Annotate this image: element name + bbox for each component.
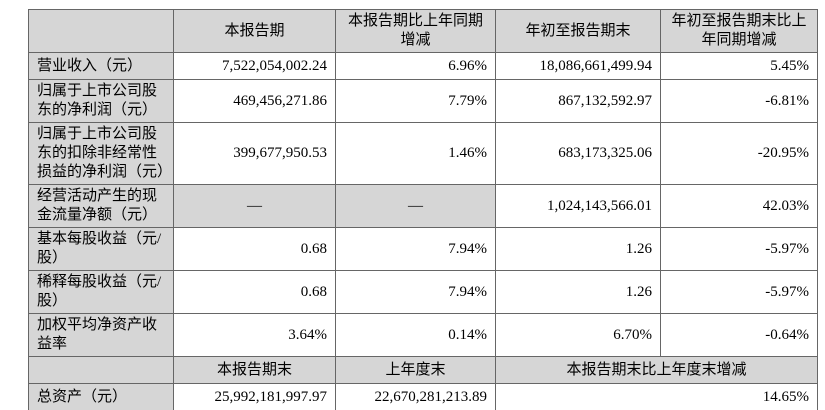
value-yoy-change: 1.46%: [335, 122, 496, 185]
table-header-row-period: 本报告期 本报告期比上年同期增减 年初至报告期末 年初至报告期末比上年同期增减: [28, 9, 818, 53]
metric-label: 归属于上市公司股东的扣除非经常性损益的净利润（元）: [28, 122, 174, 185]
metric-label: 稀释每股收益（元/股）: [28, 270, 174, 314]
metric-label: 经营活动产生的现金流量净额（元）: [28, 184, 174, 228]
value-ytd-yoy-change: 42.03%: [660, 184, 818, 228]
value-yoy-change-dash: —: [335, 184, 496, 228]
table-row-diluted-eps: 稀释每股收益（元/股） 0.68 7.94% 1.26 -5.97%: [28, 270, 818, 314]
metric-label: 归属于上市公司股东的净利润（元）: [28, 79, 174, 123]
header2-period-end-change: 本报告期末比上年度末增减: [495, 356, 818, 384]
value-prev-year-end: 22,670,281,213.89: [335, 383, 496, 410]
value-yoy-change: 0.14%: [335, 313, 496, 357]
value-ytd: 683,173,325.06: [495, 122, 661, 185]
value-ytd: 867,132,592.97: [495, 79, 661, 123]
header-current-period-yoy-change: 本报告期比上年同期增减: [335, 9, 496, 53]
table-row-total-assets: 总资产（元） 25,992,181,997.97 22,670,281,213.…: [28, 383, 818, 410]
table-row-basic-eps: 基本每股收益（元/股） 0.68 7.94% 1.26 -5.97%: [28, 227, 818, 271]
header2-prev-year-end: 上年度末: [335, 356, 496, 384]
table-row-operating-cash-flow: 经营活动产生的现金流量净额（元） — — 1,024,143,566.01 42…: [28, 184, 818, 228]
value-ytd-yoy-change: -5.97%: [660, 270, 818, 314]
value-ytd-yoy-change: -20.95%: [660, 122, 818, 185]
value-yoy-change: 7.79%: [335, 79, 496, 123]
value-ytd: 1,024,143,566.01: [495, 184, 661, 228]
header-blank-cell: [28, 9, 174, 53]
value-current-period: 0.68: [173, 270, 336, 314]
value-current-period: 469,456,271.86: [173, 79, 336, 123]
table-row-weighted-avg-roe: 加权平均净资产收益率 3.64% 0.14% 6.70% -0.64%: [28, 313, 818, 357]
value-current-period: 0.68: [173, 227, 336, 271]
value-ytd: 1.26: [495, 270, 661, 314]
header2-blank-cell: [28, 356, 174, 384]
table-header-row-period-end: 本报告期末 上年度末 本报告期末比上年度末增减: [28, 356, 818, 384]
value-current-period: 7,522,054,002.24: [173, 52, 336, 80]
metric-label: 总资产（元）: [28, 383, 174, 410]
header-current-period: 本报告期: [173, 9, 336, 53]
value-ytd-yoy-change: 5.45%: [660, 52, 818, 80]
value-yoy-change: 7.94%: [335, 270, 496, 314]
value-ytd: 1.26: [495, 227, 661, 271]
table-row-net-profit-excl-nonrecurring: 归属于上市公司股东的扣除非经常性损益的净利润（元） 399,677,950.53…: [28, 122, 818, 185]
value-ytd-yoy-change: -5.97%: [660, 227, 818, 271]
table-row-net-profit: 归属于上市公司股东的净利润（元） 469,456,271.86 7.79% 86…: [28, 79, 818, 123]
value-ytd: 6.70%: [495, 313, 661, 357]
value-current-period: 3.64%: [173, 313, 336, 357]
value-ytd-yoy-change: -6.81%: [660, 79, 818, 123]
table-row-operating-revenue: 营业收入（元） 7,522,054,002.24 6.96% 18,086,66…: [28, 52, 818, 80]
metric-label: 基本每股收益（元/股）: [28, 227, 174, 271]
metric-label: 加权平均净资产收益率: [28, 313, 174, 357]
value-ytd: 18,086,661,499.94: [495, 52, 661, 80]
header-ytd-yoy-change: 年初至报告期末比上年同期增减: [660, 9, 818, 53]
value-current-period: 399,677,950.53: [173, 122, 336, 185]
value-current-period-dash: —: [173, 184, 336, 228]
value-period-end-change: 14.65%: [495, 383, 818, 410]
value-ytd-yoy-change: -0.64%: [660, 313, 818, 357]
value-yoy-change: 7.94%: [335, 227, 496, 271]
header2-period-end: 本报告期末: [173, 356, 336, 384]
value-period-end: 25,992,181,997.97: [173, 383, 336, 410]
metric-label: 营业收入（元）: [28, 52, 174, 80]
header-ytd: 年初至报告期末: [495, 9, 661, 53]
value-yoy-change: 6.96%: [335, 52, 496, 80]
key-financials-table: 本报告期 本报告期比上年同期增减 年初至报告期末 年初至报告期末比上年同期增减 …: [28, 9, 818, 410]
